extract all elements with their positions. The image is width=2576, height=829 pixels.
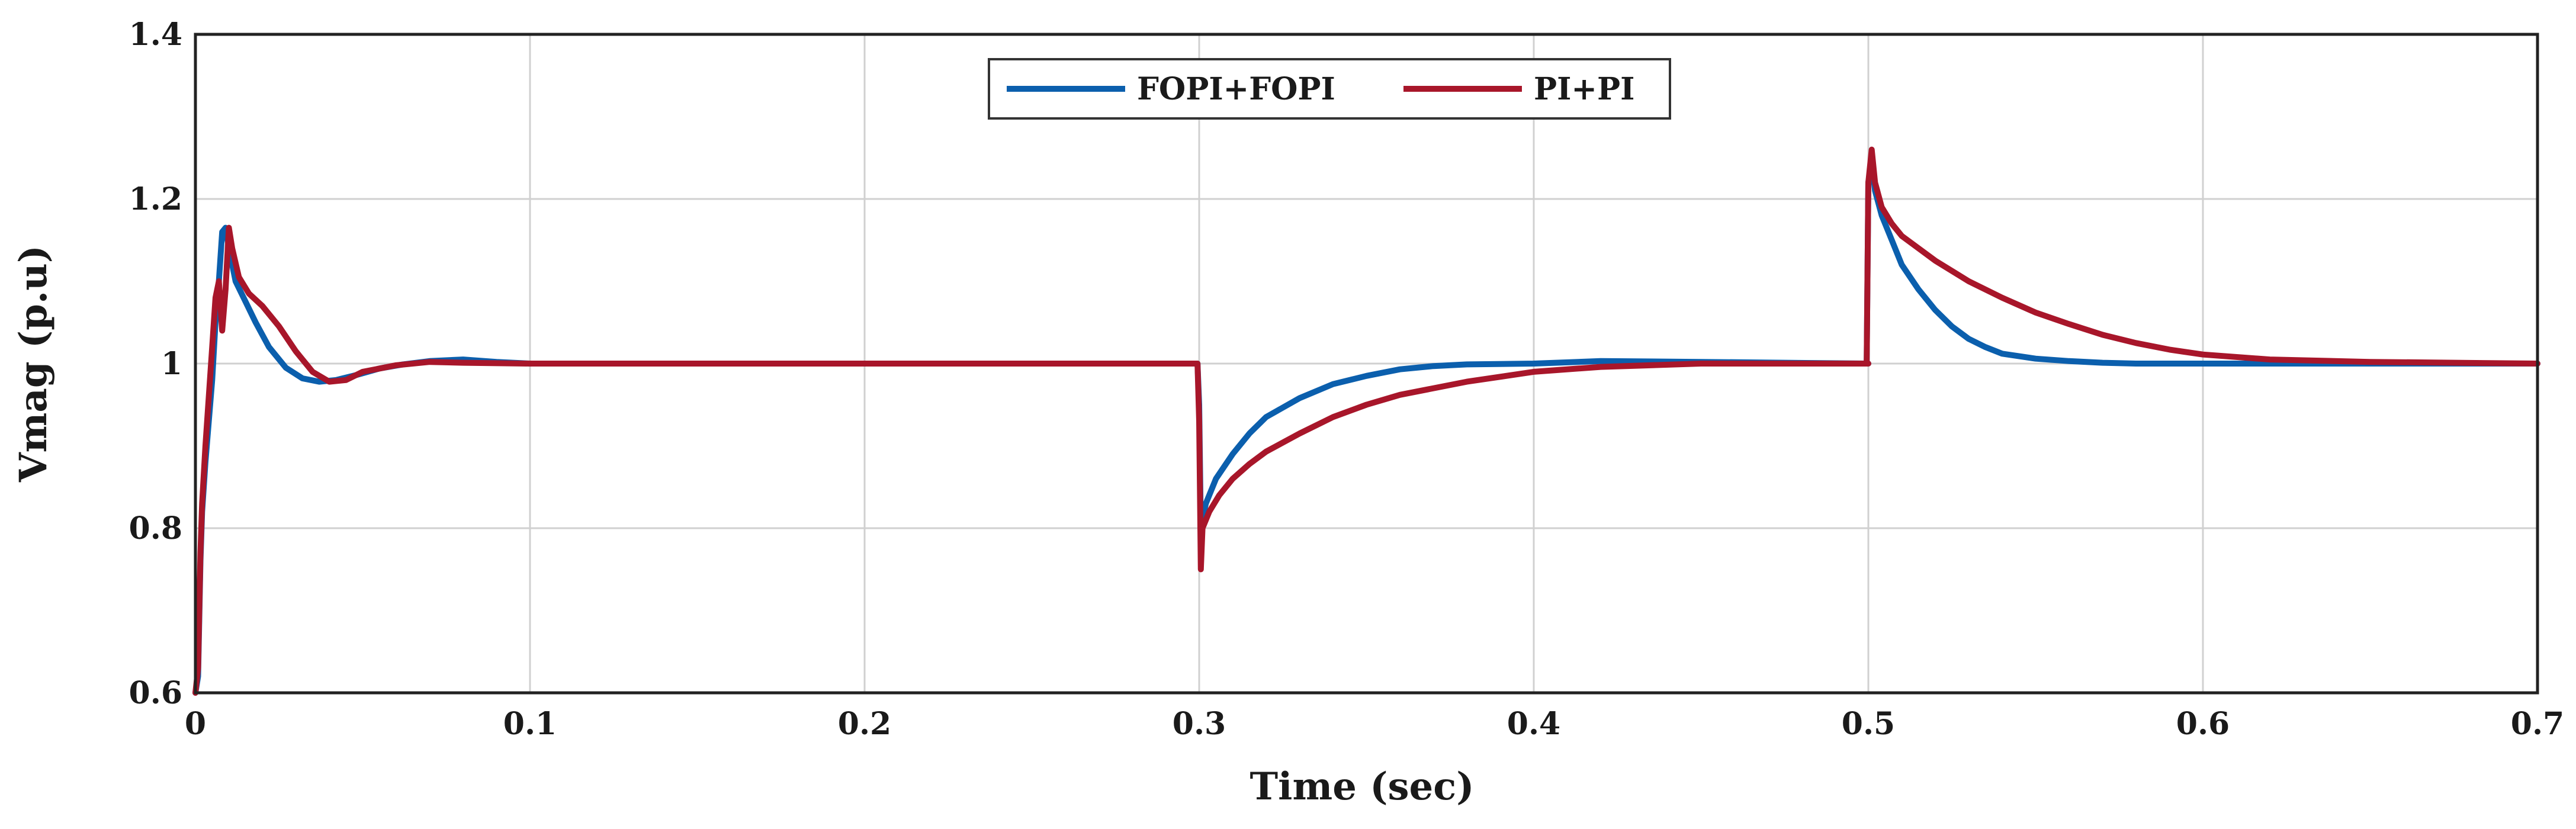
y-tick-label: 1.2 [129,181,182,217]
legend: FOPI+FOPI PI+PI [988,58,1671,120]
legend-label-fopi: FOPI+FOPI [1137,71,1335,107]
x-tick-label: 0.7 [2511,706,2564,742]
x-tick-label: 0.2 [838,706,891,742]
y-axis-label: Vmag (p.u) [11,245,56,483]
series-line-fopi-fopi [192,159,2540,696]
x-tick-label: 0.3 [1173,706,1226,742]
y-tick-label: 1 [161,346,182,382]
x-tick-label: 0.4 [1507,706,1560,742]
series-line-pi-pi [192,146,2540,696]
series-layer [192,146,2540,696]
y-tick-label: 0.6 [129,675,182,711]
x-tick-label: 0.5 [1842,706,1895,742]
x-tick-label: 0.1 [503,706,557,742]
y-tick-label: 0.8 [129,510,182,547]
plot-frame [194,33,2539,695]
y-tick-label: 1.4 [129,17,182,53]
legend-label-pi: PI+PI [1534,71,1634,107]
tick-labels: 0 0.1 0.2 0.3 0.4 0.5 0.6 0.7 0.6 0.8 1 1.2 1.4 [129,17,2565,742]
x-tick-label: 0.6 [2176,706,2230,742]
x-axis-label: Time (sec) [1250,764,1475,809]
x-tick-label: 0 [185,706,206,742]
